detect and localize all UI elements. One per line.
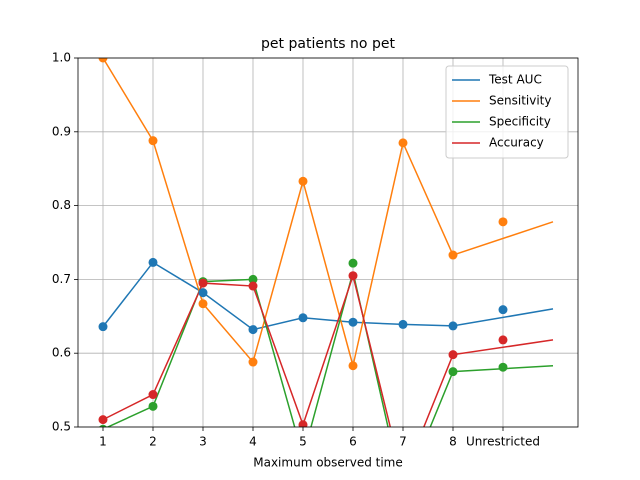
axes-frame — [77, 57, 579, 428]
data-point — [348, 317, 358, 327]
data-point — [348, 361, 358, 371]
data-point — [248, 357, 258, 367]
data-point — [398, 138, 408, 148]
series-line — [106, 271, 554, 427]
legend-label: Sensitivity — [489, 94, 551, 108]
data-point — [399, 474, 408, 480]
legend: Test AUC Sensitivity Specificity Accuracy — [445, 65, 569, 159]
x-tick-label: 1 — [99, 435, 107, 449]
data-point — [148, 136, 158, 146]
data-point — [348, 271, 358, 281]
data-point — [98, 415, 108, 425]
data-point — [248, 325, 258, 335]
x-axis-label: Maximum observed time — [253, 456, 403, 470]
data-point — [398, 319, 408, 329]
chart-title: pet patients no pet — [261, 36, 395, 52]
plot-area — [98, 58, 554, 480]
x-tick-label: 3 — [199, 435, 207, 449]
ticks: 0.5 0.6 0.7 0.8 0.9 1.0 1 2 3 4 5 6 7 8 Unrestricted — [52, 51, 540, 449]
data-point — [148, 257, 158, 267]
x-tick-label: 2 — [149, 435, 157, 449]
data-point — [448, 367, 458, 377]
data-point — [248, 281, 258, 291]
y-tick-label: 0.8 — [52, 198, 71, 212]
data-point — [498, 217, 508, 227]
y-tick-label: 0.7 — [52, 272, 71, 286]
data-point — [248, 274, 258, 284]
data-point — [198, 299, 208, 309]
data-point — [298, 176, 308, 186]
data-point — [348, 258, 358, 268]
x-tick-label: Unrestricted — [466, 435, 540, 449]
data-point — [448, 350, 458, 360]
data-point — [98, 322, 108, 332]
data-point — [498, 305, 508, 315]
x-tick-label: 5 — [299, 435, 307, 449]
data-point — [298, 420, 308, 427]
legend-label: Specificity — [489, 115, 551, 129]
data-point — [99, 424, 107, 427]
data-point — [498, 335, 508, 345]
data-point — [498, 362, 508, 372]
data-point — [148, 401, 158, 411]
data-point — [448, 250, 458, 260]
legend-box — [445, 65, 569, 159]
x-tick-label: 4 — [249, 435, 257, 449]
y-tick-label: 1.0 — [52, 51, 71, 65]
data-point — [298, 313, 308, 323]
data-point — [98, 58, 108, 63]
y-tick-label: 0.5 — [52, 420, 71, 434]
y-tick-label: 0.6 — [52, 346, 71, 360]
x-tick-label: 6 — [349, 435, 357, 449]
data-point — [198, 278, 208, 288]
data-point — [198, 288, 208, 298]
data-point — [148, 390, 158, 400]
data-point — [448, 321, 458, 331]
x-tick-label: 8 — [449, 435, 457, 449]
legend-label: Accuracy — [489, 136, 544, 150]
x-tick-label: 7 — [399, 435, 407, 449]
y-tick-label: 0.9 — [52, 124, 71, 138]
legend-label: Test AUC — [488, 73, 542, 87]
